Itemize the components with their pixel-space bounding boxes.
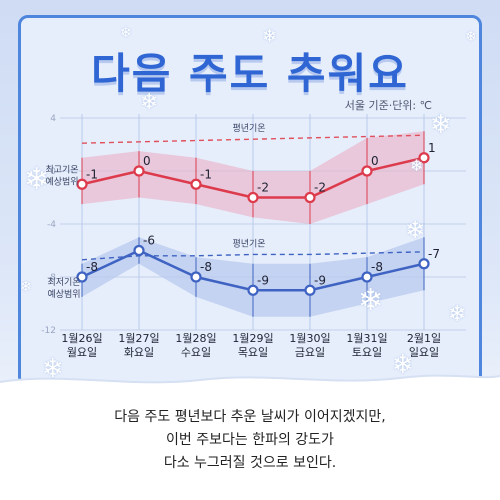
- snow-ground: [0, 374, 500, 500]
- x-tick-label: 1월31일: [346, 331, 387, 345]
- y-tick-label: -4: [47, 220, 56, 230]
- x-tick-label: 금요일: [295, 345, 325, 359]
- data-point: [247, 284, 259, 296]
- snowflake-icon: ❄: [405, 216, 426, 244]
- snowflake-icon: ❄: [20, 279, 32, 295]
- data-point: [190, 271, 202, 283]
- data-point: [304, 284, 316, 296]
- data-label: -8: [200, 260, 212, 274]
- x-tick-label: 화요일: [124, 345, 154, 359]
- data-point: [76, 178, 88, 190]
- data-label: 1: [428, 141, 436, 155]
- caption-line: 다음 주도 평년보다 추운 날씨가 이어지겠지만,: [114, 409, 386, 425]
- snowflake-icon: ❄: [262, 26, 278, 47]
- caption: 다음 주도 평년보다 추운 날씨가 이어지겠지만, 이번 주보다는 한파의 강도…: [0, 406, 500, 475]
- x-tick-label: 1월27일: [118, 331, 159, 345]
- data-label: -1: [200, 167, 212, 181]
- y-tick-label: -8: [47, 273, 56, 283]
- x-tick-label: 일요일: [409, 345, 439, 359]
- data-label: -6: [143, 234, 155, 248]
- caption-line: 다소 누그러질 것으로 보인다.: [163, 455, 337, 471]
- data-label: -2: [314, 181, 326, 195]
- series-label: 최저기온: [47, 277, 80, 288]
- x-tick-label: 2월1일: [407, 331, 441, 345]
- snowflake-icon: ❄: [410, 156, 424, 175]
- x-tick-label: 1월26일: [61, 331, 102, 345]
- x-tick-label: 토요일: [352, 345, 382, 359]
- data-point: [304, 191, 316, 204]
- series-label: 최고기온: [45, 164, 78, 175]
- data-point: [247, 191, 259, 204]
- unit-note: 서울 기준·단위: ℃: [344, 99, 432, 112]
- x-tick-label: 1월29일: [232, 331, 273, 345]
- data-label: 0: [371, 154, 379, 168]
- x-tick-label: 월요일: [67, 345, 97, 359]
- normal-temperature-label: 평년기온: [232, 238, 265, 249]
- data-point: [361, 165, 373, 177]
- caption-line: 이번 주보다는 한파의 강도가: [166, 432, 334, 448]
- series-label: 예상범위: [47, 289, 80, 300]
- normal-temperature-line: [81, 134, 425, 144]
- data-label: -8: [86, 260, 98, 274]
- snowflake-icon: ❄: [465, 29, 477, 45]
- y-tick-label: 4: [50, 114, 56, 124]
- data-label: 0: [143, 154, 151, 168]
- data-point: [133, 165, 145, 177]
- data-point: [361, 271, 373, 283]
- snowflake-icon: ❄: [392, 350, 414, 380]
- data-point: [133, 244, 145, 257]
- normal-temperature-label: 평년기온: [232, 123, 265, 134]
- data-label: -8: [371, 260, 383, 274]
- snowflake-icon: ❄: [24, 162, 50, 197]
- x-tick-label: 1월28일: [175, 331, 216, 345]
- snowflake-icon: ❄: [430, 110, 452, 140]
- series-label: 예상범위: [45, 176, 78, 187]
- y-tick-label: 0: [50, 167, 56, 177]
- data-point: [76, 271, 88, 283]
- data-label: -1: [86, 167, 98, 181]
- snowflake-icon: ❄: [448, 302, 467, 327]
- snowflake-icon: ❄: [42, 354, 64, 384]
- page-title: 다음 주도 추워요: [91, 49, 409, 98]
- x-tick-label: 목요일: [238, 345, 268, 359]
- data-point: [190, 178, 202, 190]
- data-label: -2: [257, 181, 269, 195]
- snowflake-icon: ❄: [140, 90, 159, 115]
- x-tick-label: 수요일: [181, 345, 211, 359]
- data-point: [418, 258, 430, 270]
- data-label: -9: [314, 273, 326, 287]
- y-tick-label: -12: [41, 326, 56, 336]
- snowflake-icon: ❄: [120, 25, 132, 41]
- snowflake-icon: ❄: [358, 283, 384, 318]
- data-point: [418, 152, 430, 164]
- data-label: -7: [428, 247, 440, 261]
- data-label: -9: [257, 273, 269, 287]
- x-tick-label: 1월30일: [289, 331, 330, 345]
